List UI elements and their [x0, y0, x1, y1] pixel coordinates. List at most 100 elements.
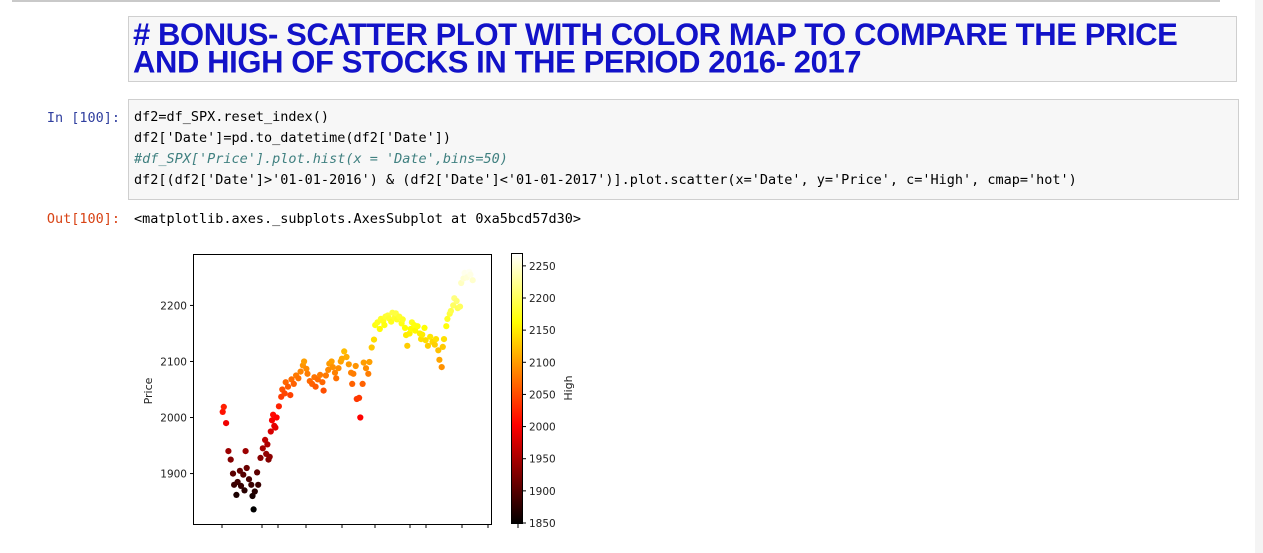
input-prompt: In [100]:: [46, 110, 120, 126]
scatter-point: [341, 348, 348, 355]
scatter-point: [328, 358, 335, 365]
scatter-point: [404, 342, 411, 349]
markdown-heading: # BONUS- SCATTER PLOT WITH COLOR MAP TO …: [133, 16, 1178, 80]
scatter-point: [356, 394, 363, 401]
scatter-point: [331, 369, 339, 376]
scatter-point: [248, 481, 255, 488]
scatter-point: [381, 322, 388, 329]
scatter-point: [345, 361, 352, 368]
previous-cell-border: [12, 0, 1220, 2]
scatter-point: [450, 302, 457, 309]
y-tick-label: 2000: [160, 413, 187, 425]
scatter-point: [267, 428, 274, 435]
scatter-point: [352, 362, 359, 370]
scatter-point: [303, 365, 310, 372]
code-cell-input[interactable]: df2=df_SPX.reset_index() df2['Date']=pd.…: [128, 99, 1239, 200]
y-tick-label: 1900: [160, 469, 187, 481]
scatter-point: [333, 375, 340, 382]
scatter-point: [301, 358, 308, 365]
scatter-point: [272, 424, 279, 431]
scatter-point: [357, 414, 364, 421]
scatter-point: [447, 307, 454, 315]
scatter-point: [469, 277, 476, 284]
scatter-point: [304, 370, 311, 377]
scatter-point: [422, 337, 429, 344]
scatter-point: [424, 342, 431, 349]
y-tick-label: 2200: [160, 300, 187, 312]
colorbar-tick-label: 2100: [529, 357, 556, 369]
scatter-point: [322, 372, 329, 379]
colorbar: [511, 253, 523, 524]
scatter-point: [399, 316, 406, 323]
scatter-point: [317, 371, 324, 378]
scatter-point: [240, 471, 247, 478]
scatter-point: [350, 370, 357, 377]
scatter-point: [245, 476, 253, 483]
scatter-points: [219, 268, 476, 513]
colorbar-tick-label: 2250: [529, 261, 556, 273]
scatter-point: [273, 414, 280, 421]
scatter-point: [241, 487, 248, 494]
scatter-point: [255, 481, 262, 488]
code-line-3-comment: #df_SPX['Price'].plot.hist(x = 'Date',bi…: [134, 151, 508, 167]
scatter-point: [444, 315, 451, 322]
scatter-point: [233, 491, 240, 498]
scatter-point: [275, 403, 282, 410]
colorbar-tick-label: 2050: [529, 389, 556, 401]
y-axis-label: Price: [142, 377, 155, 404]
colorbar-label: High: [562, 375, 575, 400]
scatter-point: [223, 420, 230, 427]
scatter-point: [360, 359, 367, 366]
y-tick-label: 2100: [160, 356, 187, 368]
scatter-point: [432, 336, 440, 343]
scatter-point: [219, 408, 226, 415]
scrollbar[interactable]: [1255, 0, 1263, 553]
scatter-point: [254, 469, 261, 476]
scatter-point: [319, 379, 326, 386]
scatter-point: [320, 387, 327, 394]
scatter-point: [440, 336, 448, 343]
scatter-point: [259, 445, 266, 452]
scatter-point: [343, 353, 350, 361]
scatter-point: [287, 392, 294, 399]
scatter-point: [365, 370, 372, 377]
scatter-point: [225, 448, 232, 455]
scatter-point: [443, 323, 450, 330]
scatter-point: [229, 470, 237, 477]
colorbar-ticks: 1850 1900 1950 2000 2050 2100 2150 2200 2250: [522, 261, 556, 530]
colorbar-tick-label: 2150: [529, 325, 556, 337]
code-line-2: df2['Date']=pd.to_datetime(df2['Date']): [134, 130, 451, 146]
scatter-point: [438, 364, 445, 371]
scatter-plot: 1900 2000 2100 2200 Price 1850 1900 1950 2000 2…: [142, 253, 575, 530]
scatter-point: [362, 365, 370, 372]
scatter-point: [220, 403, 227, 410]
scatter-point: [297, 368, 304, 375]
scatter-point: [312, 383, 319, 390]
y-axis: 1900 2000 2100 2200: [160, 300, 194, 481]
scatter-point: [329, 364, 336, 371]
scatter-point: [284, 383, 292, 390]
scatter-point: [419, 331, 426, 338]
scatter-point: [242, 448, 249, 455]
scatter-point: [421, 324, 428, 331]
colorbar-tick-label: 2200: [529, 293, 556, 305]
scatter-point: [250, 506, 257, 513]
scatter-point: [370, 336, 378, 343]
scatter-point: [251, 488, 258, 495]
colorbar-tick-label: 1950: [529, 454, 556, 466]
scatter-point: [266, 453, 273, 460]
scatter-point: [436, 356, 443, 363]
scatter-point: [431, 341, 438, 348]
code-line-1: df2=df_SPX.reset_index(): [134, 109, 330, 125]
markdown-cell[interactable]: # BONUS- SCATTER PLOT WITH COLOR MAP TO …: [128, 16, 1237, 82]
scatter-point: [295, 375, 302, 382]
scatter-point: [281, 390, 288, 397]
scatter-point: [368, 344, 375, 351]
scatter-point: [325, 366, 332, 373]
colorbar-tick-label: 1850: [529, 518, 556, 530]
scatter-point: [435, 347, 442, 354]
scatter-point: [366, 358, 373, 366]
scatter-point: [290, 380, 297, 387]
scatter-point: [453, 297, 460, 305]
scatter-point: [257, 454, 264, 461]
